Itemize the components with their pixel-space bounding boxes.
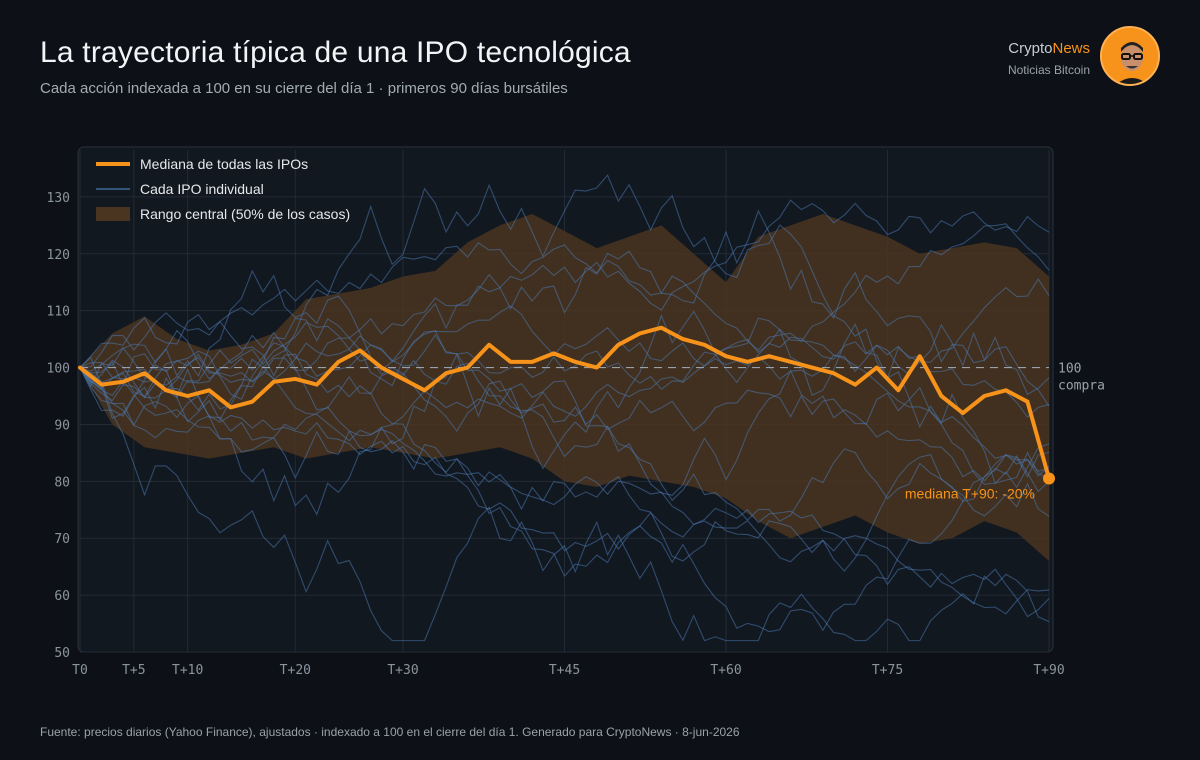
chart-canvas: 100 compra mediana T+90: -20% 50 60 70 80 90 1… [47,146,1105,678]
median-line [78,325,1051,481]
axis-labels: 50 60 70 80 90 100 110 120 130 T0 T+5 T+10 T+20 T+30 T… [47,191,1065,678]
x-tick-label: T+75 [872,663,903,678]
x-tick-label: T+5 [122,663,145,678]
y-tick-label: 50 [54,646,70,661]
ipo-line [79,305,1050,418]
x-tick-label: T+10 [172,663,203,678]
ipo-line [79,209,1050,417]
x-tick-label: T+60 [710,663,741,678]
footer-source: Fuente: precios diarios (Yahoo Finance),… [40,725,740,739]
reference-layer: 100 compra [80,362,1105,394]
x-tick-label: T+45 [549,663,580,678]
avatar [1100,26,1160,86]
ipo-line [79,367,1050,618]
y-tick-label: 100 [47,362,70,377]
legend-label: Cada IPO individual [140,181,264,197]
median-endpoint [1043,472,1055,485]
ipo-line [79,223,1050,369]
median-annotation: mediana T+90: -20% [905,485,1035,501]
reference-label-text: compra [1058,379,1105,394]
brand-tagline: Noticias Bitcoin [1007,63,1090,77]
brand-block: CryptoNews Noticias Bitcoin [1008,40,1090,77]
y-tick-label: 110 [47,305,70,320]
y-tick-label: 70 [54,532,70,547]
brand-name-prefix: Crypto [1008,40,1053,57]
ipo-line [79,329,1050,633]
chart-subtitle: Cada acción indexada a 100 en su cierre … [40,80,568,97]
y-tick-label: 90 [54,418,70,433]
ipo-line [79,317,1050,496]
individual-lines [79,174,1050,642]
legend-label: Rango central (50% de los casos) [140,206,350,222]
legend: Mediana de todas las IPOs Cada IPO indivi… [96,156,350,222]
legend-label: Mediana de todas las IPOs [140,156,308,172]
x-tick-label: T+20 [280,663,311,678]
median-layer: mediana T+90: -20% [78,325,1055,501]
y-tick-label: 130 [47,191,70,206]
legend-swatch-band [96,207,130,221]
ipo-line [79,367,1050,572]
x-tick-label: T+90 [1033,663,1064,678]
x-tick-label: T+30 [387,663,418,678]
x-tick-label: T0 [72,663,88,678]
y-tick-label: 60 [54,589,70,604]
ipo-line [79,199,1050,392]
chart-title: La trayectoria típica de una IPO tecnoló… [40,36,631,69]
brand-name-accent: News [1052,40,1090,57]
ipo-line [79,313,1050,522]
band-layer [80,213,1049,561]
ipo-line [79,347,1050,615]
y-tick-label: 80 [54,475,70,490]
ipo-line [79,278,1050,402]
central-band [80,213,1049,561]
reference-label-value: 100 [1058,362,1081,377]
ipo-line [79,342,1050,493]
avatar-illustration [1102,28,1158,84]
y-tick-label: 120 [47,248,70,263]
brand-name: CryptoNews [1008,40,1090,57]
ipo-line [79,328,1050,472]
ipo-line [79,367,1050,642]
